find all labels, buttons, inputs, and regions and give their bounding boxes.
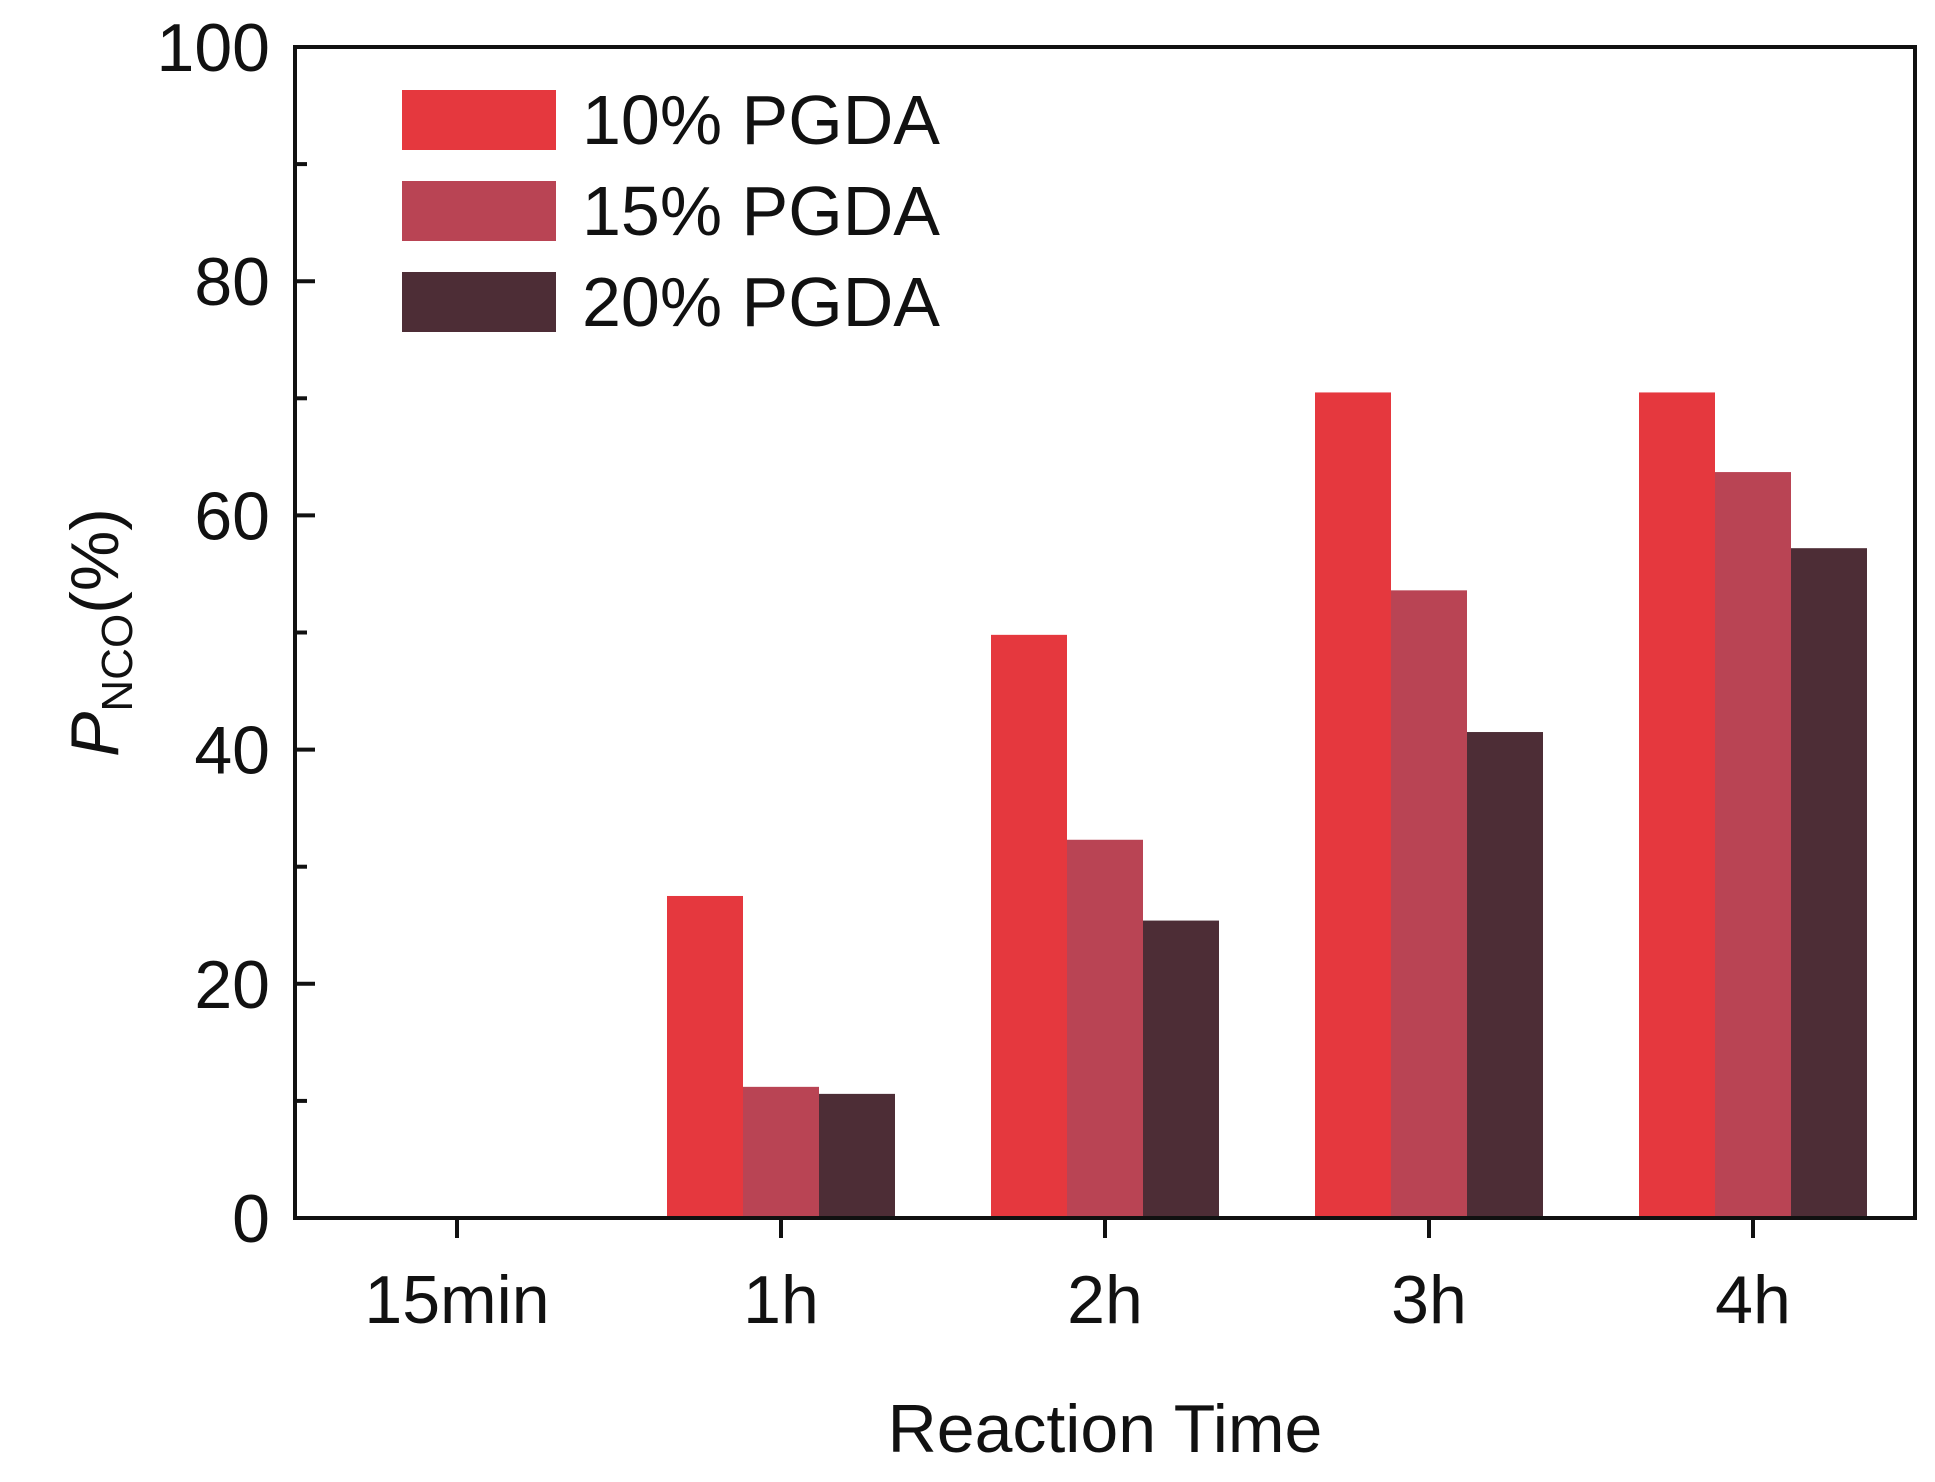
y-axis-label-unit: (%)	[57, 508, 133, 614]
y-axis-label: PNCO(%)	[57, 508, 142, 757]
bar-2h-10-pgda	[991, 634, 1067, 1218]
x-tick-label: 2h	[1067, 1262, 1143, 1338]
x-tick-label: 1h	[743, 1262, 819, 1338]
bars-layer	[667, 392, 1867, 1218]
bar-1h-15-pgda	[743, 1086, 819, 1218]
y-tick-label: 0	[232, 1181, 270, 1257]
ticks-layer: 0 20 40 60 80 100 15min 1h 2h 3h 4h	[157, 10, 1791, 1338]
bar-4h-10-pgda	[1639, 392, 1715, 1218]
x-axis-label: Reaction Time	[888, 1391, 1323, 1467]
y-tick-label: 20	[194, 947, 270, 1023]
bar-3h-10-pgda	[1315, 392, 1391, 1218]
y-tick-label: 100	[157, 10, 270, 86]
y-axis-label-main: P	[57, 712, 133, 757]
y-tick-label: 80	[194, 244, 270, 320]
legend: 10% PGDA 15% PGDA 20% PGDA	[402, 81, 940, 341]
x-tick-label: 4h	[1715, 1262, 1791, 1338]
bar-2h-15-pgda	[1067, 839, 1143, 1218]
bar-4h-15-pgda	[1715, 472, 1791, 1218]
bar-1h-10-pgda	[667, 895, 743, 1218]
y-axis-label-subscript: NCO	[93, 614, 142, 712]
x-tick-label: 15min	[364, 1262, 549, 1338]
legend-label: 20% PGDA	[582, 263, 940, 341]
bar-1h-20-pgda	[819, 1093, 895, 1218]
y-tick-label: 60	[194, 478, 270, 554]
y-tick-label: 40	[194, 713, 270, 789]
bar-3h-15-pgda	[1391, 590, 1467, 1218]
x-tick-label: 3h	[1391, 1262, 1467, 1338]
legend-label: 15% PGDA	[582, 172, 940, 250]
bar-4h-20-pgda	[1791, 548, 1867, 1218]
legend-swatch	[402, 181, 556, 241]
legend-label: 10% PGDA	[582, 81, 940, 159]
plot-frame	[293, 45, 1917, 1220]
bar-3h-20-pgda	[1467, 732, 1543, 1218]
legend-swatch	[402, 272, 556, 332]
bar-2h-20-pgda	[1143, 920, 1219, 1218]
legend-swatch	[402, 90, 556, 150]
